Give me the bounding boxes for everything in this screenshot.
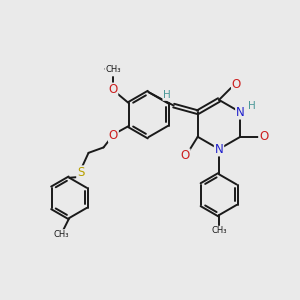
- Text: CH₃: CH₃: [53, 230, 69, 238]
- Text: O: O: [232, 78, 241, 91]
- Text: O: O: [259, 130, 268, 143]
- Text: H: H: [163, 90, 171, 100]
- Text: CH₃: CH₃: [105, 65, 121, 74]
- Text: N: N: [214, 142, 224, 156]
- Text: O: O: [109, 129, 118, 142]
- Text: O: O: [181, 149, 190, 162]
- Text: S: S: [77, 166, 84, 179]
- Text: N: N: [236, 106, 245, 119]
- Text: methoxy: methoxy: [104, 67, 122, 71]
- Text: O: O: [108, 83, 117, 96]
- Text: H: H: [248, 101, 256, 111]
- Text: CH₃: CH₃: [211, 226, 227, 235]
